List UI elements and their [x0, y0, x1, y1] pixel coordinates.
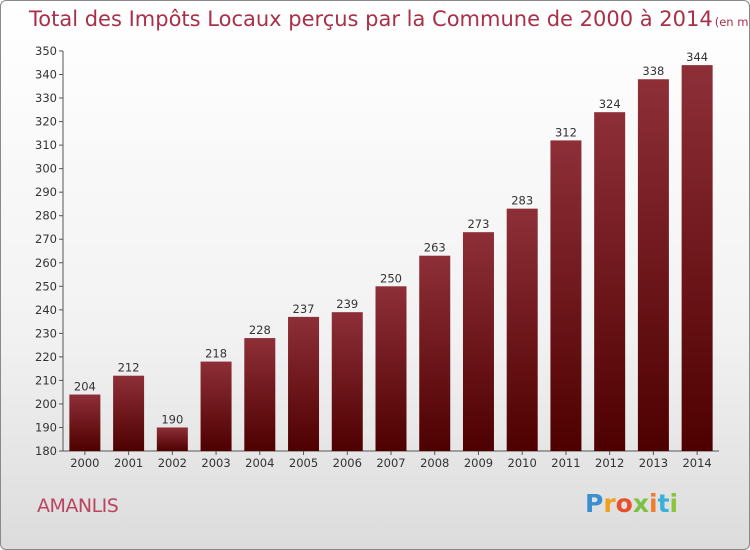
data-label-2008: 263: [424, 241, 446, 255]
x-tick-label-2014: 2014: [682, 456, 711, 470]
data-label-2004: 228: [249, 323, 271, 337]
x-tick-label-2007: 2007: [376, 456, 405, 470]
data-label-2006: 239: [336, 297, 358, 311]
data-label-2012: 324: [599, 97, 621, 111]
x-tick-label-2000: 2000: [70, 456, 99, 470]
x-tick-label-2004: 2004: [245, 456, 274, 470]
x-tick-label-2002: 2002: [158, 456, 187, 470]
data-label-2009: 273: [467, 217, 489, 231]
data-label-2014: 344: [686, 50, 708, 64]
x-tick-label-2008: 2008: [420, 456, 449, 470]
y-tick-label: 240: [35, 303, 57, 317]
y-tick-label: 300: [35, 162, 57, 176]
x-tick-label-2010: 2010: [508, 456, 537, 470]
y-tick-label: 200: [35, 397, 57, 411]
y-tick-label: 320: [35, 115, 57, 129]
bar-2014: [681, 65, 713, 451]
x-tick-label-2006: 2006: [333, 456, 362, 470]
chart-bars: [69, 65, 713, 452]
bar-2000: [69, 394, 101, 451]
x-tick-label-2011: 2011: [551, 456, 580, 470]
bar-2004: [244, 338, 276, 451]
chart-subtitle: (en milliers d'€): [714, 15, 749, 29]
bar-2009: [462, 232, 494, 451]
bar-2010: [506, 208, 538, 451]
y-tick-label: 280: [35, 209, 57, 223]
y-tick-label: 220: [35, 350, 57, 364]
y-tick-label: 330: [35, 91, 57, 105]
y-tick-label: 290: [35, 185, 57, 199]
data-label-2011: 312: [555, 125, 577, 139]
bar-2005: [288, 316, 320, 451]
data-label-2010: 283: [511, 194, 533, 208]
bar-2006: [331, 312, 363, 451]
y-tick-label: 270: [35, 232, 57, 246]
y-tick-label: 250: [35, 279, 57, 293]
commune-name: AMANLIS: [37, 495, 119, 517]
x-tick-label-2012: 2012: [595, 456, 624, 470]
chart-labels: 204 2000 212 2001 190 2002 218 2003 228 2004 237 20…: [70, 50, 712, 470]
data-label-2013: 338: [642, 64, 664, 78]
bar-2011: [550, 140, 582, 452]
data-label-2001: 212: [118, 361, 140, 375]
y-tick-label: 310: [35, 138, 57, 152]
data-label-2007: 250: [380, 271, 402, 285]
data-label-2002: 190: [161, 412, 183, 426]
bar-2003: [200, 361, 232, 451]
x-tick-label-2009: 2009: [464, 456, 493, 470]
x-tick-label-2013: 2013: [639, 456, 668, 470]
bar-2001: [113, 375, 145, 451]
x-tick-label-2003: 2003: [201, 456, 230, 470]
x-tick-label-2001: 2001: [114, 456, 143, 470]
y-tick-label: 230: [35, 326, 57, 340]
bar-2012: [594, 112, 626, 452]
x-tick-label-2005: 2005: [289, 456, 318, 470]
bar-2007: [375, 286, 407, 451]
chart-axes: 180 190 200 210 220 230 240 250 260 270 280 290 300 3…: [35, 44, 719, 458]
y-tick-label: 190: [35, 420, 57, 434]
y-tick-label: 180: [35, 444, 57, 458]
y-tick-label: 210: [35, 373, 57, 387]
proxiti-logo: Proxiti: [585, 489, 679, 518]
y-tick-label: 340: [35, 68, 57, 82]
bar-2008: [419, 255, 451, 451]
y-tick-label: 350: [35, 44, 57, 58]
chart-title: Total des Impôts Locaux perçus par la Co…: [29, 7, 713, 31]
y-tick-label: 260: [35, 256, 57, 270]
bar-2013: [637, 79, 669, 451]
bar-2002: [156, 427, 188, 451]
title-row: Total des Impôts Locaux perçus par la Co…: [29, 7, 749, 31]
data-label-2003: 218: [205, 347, 227, 361]
data-label-2005: 237: [293, 302, 315, 316]
data-label-2000: 204: [74, 380, 96, 394]
